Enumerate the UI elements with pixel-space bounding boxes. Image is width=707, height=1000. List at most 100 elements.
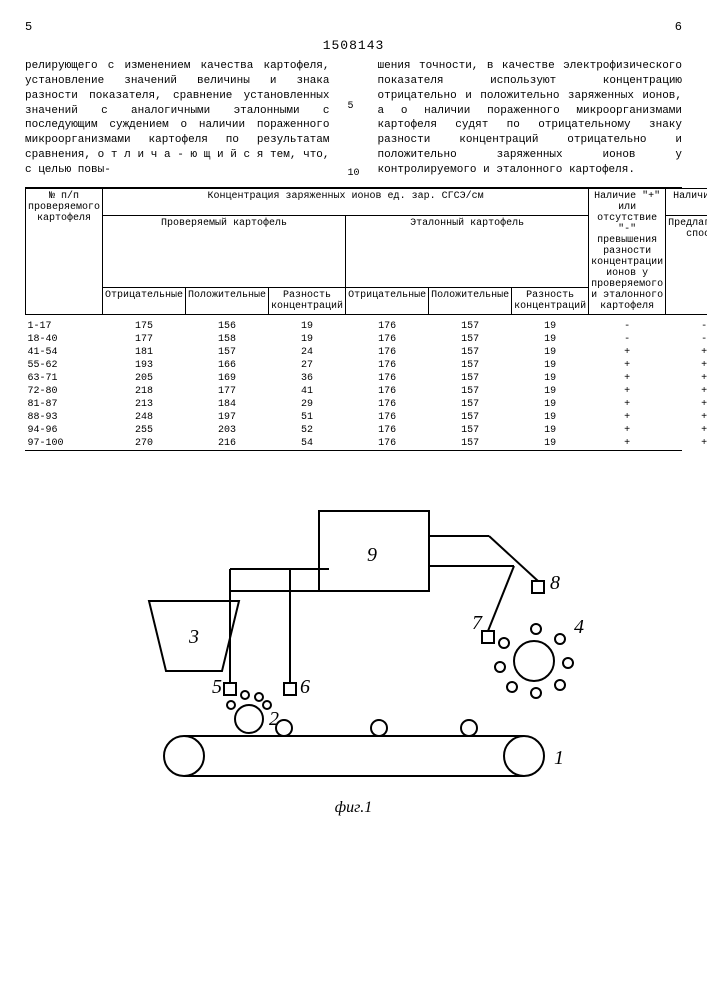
table-cell: 19 [512, 437, 589, 450]
line-marker-10: 10 [348, 168, 360, 179]
data-table-wrap: № п/п проверяемого картофеля Концентраци… [25, 187, 682, 451]
figure-1-diagram: 123569784 [94, 471, 614, 801]
table-cell: - [589, 333, 666, 346]
table-row: 81-872131842917615719+++- [26, 398, 707, 411]
th-diff-2: Разность концентраций [512, 288, 589, 315]
table-cell: 248 [103, 411, 186, 424]
table-cell: 19 [512, 411, 589, 424]
table-cell: - [666, 315, 707, 334]
svg-text:2: 2 [269, 708, 279, 730]
th-neg-2: Отрицательные [346, 288, 429, 315]
th-exceed: Наличие "+" или отсутствие "-" превышени… [589, 189, 666, 315]
data-table: № п/п проверяемого картофеля Концентраци… [25, 188, 707, 450]
right-column-text: шения точности, в качестве электрофизиче… [378, 59, 683, 179]
table-cell: - [666, 333, 707, 346]
table-cell: 19 [512, 398, 589, 411]
table-cell: 36 [269, 372, 346, 385]
table-cell: 24 [269, 346, 346, 359]
page-num-left: 5 [25, 20, 32, 34]
table-cell: + [666, 346, 707, 359]
table-cell: 218 [103, 385, 186, 398]
table-cell: 255 [103, 424, 186, 437]
table-cell: 157 [429, 372, 512, 385]
table-cell: 157 [429, 385, 512, 398]
table-cell: 158 [186, 333, 269, 346]
svg-text:9: 9 [367, 544, 377, 566]
table-cell: + [589, 385, 666, 398]
table-cell: 157 [429, 398, 512, 411]
table-cell: 72-80 [26, 385, 103, 398]
svg-text:6: 6 [300, 676, 310, 698]
table-cell: 177 [186, 385, 269, 398]
table-row: 55-621931662717615719+++- [26, 359, 707, 372]
table-cell: 19 [512, 424, 589, 437]
table-cell: 41 [269, 385, 346, 398]
table-cell: - [589, 315, 666, 334]
svg-text:3: 3 [188, 626, 199, 648]
table-cell: + [589, 359, 666, 372]
table-cell: 216 [186, 437, 269, 450]
table-row: 97-1002702165417615719+++- [26, 437, 707, 450]
page-num-right: 6 [675, 20, 682, 34]
table-cell: 156 [186, 315, 269, 334]
table-cell: 41-54 [26, 346, 103, 359]
table-row: 88-932481975117615719++++ [26, 411, 707, 424]
table-cell: 176 [346, 333, 429, 346]
table-cell: 19 [512, 385, 589, 398]
th-rot: Наличие "+" или отсутствие "-" гниения [666, 189, 707, 216]
table-cell: 157 [429, 359, 512, 372]
left-column-text: релирующего с изменением качества картоф… [25, 59, 330, 179]
table-cell: 19 [512, 315, 589, 334]
svg-text:8: 8 [550, 572, 560, 594]
table-cell: 176 [346, 346, 429, 359]
table-cell: 157 [429, 424, 512, 437]
table-cell: 193 [103, 359, 186, 372]
table-cell: 1-17 [26, 315, 103, 334]
table-row: 94-962552035217615719++++ [26, 424, 707, 437]
table-cell: 176 [346, 385, 429, 398]
table-cell: 94-96 [26, 424, 103, 437]
table-cell: 181 [103, 346, 186, 359]
table-cell: 176 [346, 315, 429, 334]
left-column-content: релирующего с изменением качества картоф… [25, 60, 330, 176]
table-cell: 157 [429, 346, 512, 359]
table-cell: 176 [346, 372, 429, 385]
page-number-row: 5 6 [25, 20, 682, 34]
table-row: 18-401771581917615719---- [26, 333, 707, 346]
table-cell: 157 [429, 333, 512, 346]
table-cell: 197 [186, 411, 269, 424]
table-cell: + [589, 424, 666, 437]
table-cell: + [666, 385, 707, 398]
table-cell: 213 [103, 398, 186, 411]
table-cell: + [666, 359, 707, 372]
table-cell: 169 [186, 372, 269, 385]
svg-text:7: 7 [472, 612, 483, 634]
table-cell: 157 [429, 315, 512, 334]
right-column-content: шения точности, в качестве электрофизиче… [378, 60, 683, 176]
th-neg-1: Отрицательные [103, 288, 186, 315]
table-body: 1-171751561917615719----18-4017715819176… [26, 315, 707, 451]
line-marker-5: 5 [348, 101, 360, 112]
th-diff-1: Разность концентраций [269, 288, 346, 315]
svg-text:4: 4 [574, 616, 584, 638]
figure-label: фиг.1 [25, 799, 682, 817]
table-cell: + [589, 346, 666, 359]
table-cell: 176 [346, 424, 429, 437]
table-row: 72-802181774117615719+++- [26, 385, 707, 398]
table-cell: 63-71 [26, 372, 103, 385]
table-cell: 176 [346, 411, 429, 424]
patent-id: 1508143 [25, 38, 682, 53]
table-cell: + [666, 372, 707, 385]
table-cell: 184 [186, 398, 269, 411]
table-cell: 270 [103, 437, 186, 450]
th-reference: Эталонный картофель [346, 216, 589, 288]
table-row: 1-171751561917615719---- [26, 315, 707, 334]
th-tested: Проверяемый картофель [103, 216, 346, 288]
table-cell: 81-87 [26, 398, 103, 411]
table-cell: 176 [346, 359, 429, 372]
body-text-columns: релирующего с изменением качества картоф… [25, 59, 682, 179]
table-cell: + [666, 424, 707, 437]
table-cell: 157 [186, 346, 269, 359]
table-cell: 51 [269, 411, 346, 424]
th-proposed: Предлагаемый способ [666, 216, 707, 315]
